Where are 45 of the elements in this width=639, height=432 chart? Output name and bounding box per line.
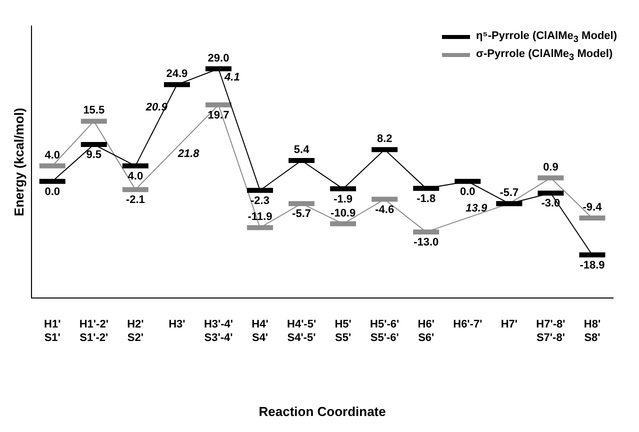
data-label: -9.4 (582, 201, 603, 214)
data-label: -13.0 (414, 236, 439, 248)
data-label: -2.1 (126, 194, 145, 206)
annotation: 4.1 (224, 72, 240, 84)
x-tick-label: H7'-8' S7'-8' (536, 318, 566, 344)
annotation: 21.8 (176, 148, 200, 160)
x-tick-label: H3' (168, 318, 186, 331)
data-label: -18.9 (580, 259, 605, 272)
data-label: -1.9 (334, 193, 353, 206)
data-label: 0.9 (543, 161, 558, 174)
x-tick-label: H6' S6' (418, 318, 435, 344)
data-label: 24.9 (166, 68, 188, 80)
data-label: 19.7 (208, 109, 230, 122)
x-axis-title: Reaction Coordinate (258, 404, 386, 419)
data-label: -11.9 (248, 211, 272, 224)
x-tick-label: H5' S5' (334, 318, 352, 344)
data-label: 4.0 (44, 149, 60, 162)
annotation: 13.9 (466, 202, 488, 214)
x-tick-label: H3'-4' S3'-4' (204, 318, 234, 344)
x-tick-label: H1' S1' (44, 318, 62, 344)
data-label: 0.0 (460, 186, 476, 198)
data-label: 15.5 (83, 104, 105, 117)
x-tick-label: H5'-6' S5'-6' (370, 318, 400, 344)
data-label: -5.7 (292, 208, 312, 220)
x-tick-label: H8' S8' (584, 318, 601, 344)
x-tick-label: H1'-2' S1'-2' (79, 318, 109, 344)
data-label: 9.5 (86, 149, 102, 162)
data-label: -10.9 (330, 207, 356, 220)
x-tick-label: H6'-7' (453, 318, 483, 331)
x-tick-label: H7' (500, 318, 518, 331)
y-axis-title: Energy (kcal/mol) (11, 108, 26, 216)
legend-label: σ-Pyrrole (ClAlMe$_{3}$ Model) (476, 48, 613, 62)
data-label: 8.2 (376, 133, 392, 146)
data-label: -5.7 (500, 187, 519, 200)
data-label: -1.8 (416, 192, 436, 205)
x-tick-label: H4' S4' (252, 318, 269, 344)
data-label: 29.0 (208, 52, 230, 64)
data-label: 0.0 (44, 186, 60, 198)
legend-label: η⁵-Pyrrole (ClAlMe$_{3}$ Model) (476, 30, 617, 44)
x-tick-label: H2' S2' (127, 318, 144, 344)
data-label: -4.6 (375, 204, 394, 216)
x-tick-label: H4'-5' S4'-5' (286, 318, 316, 344)
data-label: 5.4 (294, 144, 310, 156)
data-label: -2.3 (250, 194, 270, 207)
data-label: 4.0 (128, 170, 144, 182)
